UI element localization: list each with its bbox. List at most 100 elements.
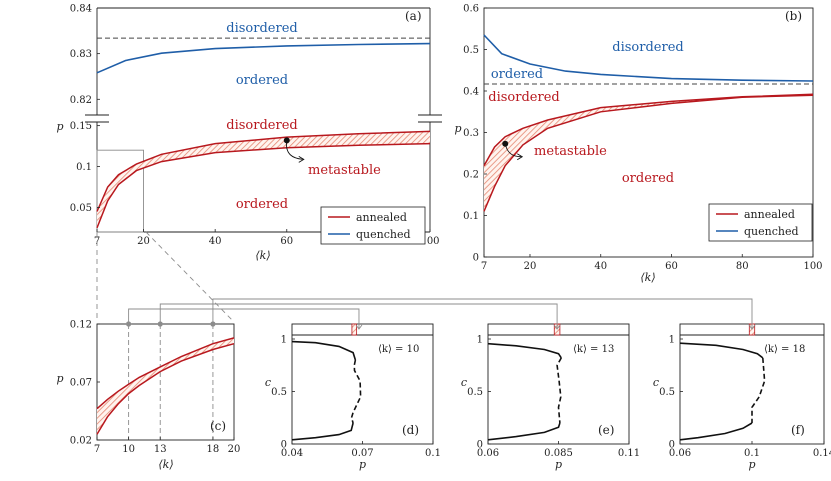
panel-b: 7 20 40 60 80 100 0 0.1 0.2 0.3 0.4 0.5 0.6 ⟨k⟩ p: [454, 4, 822, 285]
panel-f-xtick-label: 0.14: [813, 448, 831, 459]
panel-a-ytick-label: 0.83: [70, 49, 92, 60]
panel-b-quenched-line: [483, 34, 814, 82]
panel-b-metastable-arrowhead: [516, 153, 524, 161]
panel-d-stable-upper-branch: [291, 340, 357, 361]
panel-d-xtick-label: 0.1: [425, 448, 441, 459]
panel-d-ytick-label: 1: [281, 335, 287, 346]
legend-a-annealed-label: annealed: [356, 211, 407, 224]
panel-f-stable-upper-branch: [679, 342, 764, 359]
region-b-disordered-lower: disordered: [488, 90, 559, 105]
panel-a-xtick-label: 60: [280, 236, 293, 247]
panel-d-unstable-branch: [350, 359, 362, 424]
panel-d-stable-lower-branch: [291, 422, 354, 441]
panel-b-xtick-label: 80: [736, 261, 749, 272]
panel-c-ylabel: p: [56, 372, 63, 385]
panel-f-marker-arrowhead: [748, 324, 756, 330]
panel-f-label: (f): [791, 423, 805, 437]
panel-e-label: (e): [598, 423, 614, 437]
panel-a-xlabel: ⟨k⟩: [255, 249, 270, 262]
panel-d-annealed-band: [351, 323, 358, 336]
legend-b-annealed-label: annealed: [744, 208, 795, 221]
panel-a-ylabel: p: [56, 120, 63, 133]
panel-f-xlabel: p: [748, 458, 755, 471]
panel-e-unstable-branch: [556, 357, 562, 424]
panel-c-annealed-lower-line: [96, 342, 235, 435]
panel-e-ytick-label: 1: [477, 335, 483, 346]
panel-c-label: (c): [210, 419, 226, 433]
panel-d-ylabel: c: [265, 376, 271, 389]
region-a-disordered-upper: disordered: [226, 21, 297, 36]
panel-e-ylabel: c: [461, 376, 467, 389]
panel-a-xtick-label: 100: [420, 236, 439, 247]
panel-c-xtick-label: 13: [154, 444, 167, 455]
panel-c-xtick-label: 7: [94, 444, 100, 455]
zoom-connector-right: [145, 231, 235, 323]
region-a-ordered-upper: ordered: [236, 73, 288, 88]
panel-d-xtick-label: 0.04: [281, 448, 303, 459]
panel-e-stable-upper-branch: [487, 342, 562, 359]
region-a-ordered-lower: ordered: [236, 197, 288, 212]
region-b-ordered-lower: ordered: [622, 171, 674, 186]
panel-e-ytick-label: 0: [477, 440, 483, 451]
panel-a-metastable-arrowhead: [298, 155, 305, 163]
panel-f-ytick-label: 1: [669, 335, 675, 346]
panel-e-xtick-label: 0.06: [477, 448, 499, 459]
panel-e: 0.06 0.085 0.11 0 0.5 1 p c: [461, 323, 640, 471]
panel-c-xlabel: ⟨k⟩: [158, 458, 173, 471]
panel-e-k-label: ⟨k⟩ = 13: [573, 344, 614, 355]
panel-a-annealed-upper-line: [96, 130, 431, 212]
panel-d-label: (d): [402, 423, 419, 437]
panel-d-xlabel: p: [359, 458, 366, 471]
panel-f-xtick-label: 0.1: [744, 448, 760, 459]
panel-b-ytick-label: 0.1: [463, 211, 479, 222]
panel-f-stable-lower-branch: [679, 422, 753, 441]
legend-b: annealed quenched: [708, 203, 813, 242]
panel-a-annealed-band: [97, 131, 430, 228]
panel-f-ylabel: c: [653, 376, 659, 389]
panel-e-stable-lower-branch: [487, 422, 561, 441]
link-line-k-13: [159, 303, 558, 328]
panel-b-ytick-label: 0.2: [463, 170, 479, 181]
panel-e-marker-arrowhead: [553, 324, 561, 330]
panel-f-xtick-label: 0.06: [669, 448, 691, 459]
link-line-k-18: [212, 298, 753, 328]
panel-a-xtick-label: 40: [209, 236, 222, 247]
panel-a-label: (a): [405, 9, 422, 23]
panel-f-unstable-branch: [751, 357, 766, 423]
panel-a-metastable-arrow: [286, 140, 303, 160]
panel-e-ytick-label: 0.5: [467, 387, 483, 398]
legend-b-quenched-label: quenched: [744, 225, 799, 238]
panel-c-xtick-label: 20: [228, 444, 241, 455]
legend-a-box: [320, 206, 426, 245]
panel-d-xtick-label: 0.07: [351, 448, 373, 459]
legend-a-quenched-label: quenched: [356, 228, 411, 241]
panel-a-annealed-lower-line: [96, 142, 431, 229]
panel-b-xlabel: ⟨k⟩: [640, 271, 655, 284]
panel-f-k-label: ⟨k⟩ = 18: [764, 344, 805, 355]
panel-a-ytick-label: 0.82: [70, 95, 92, 106]
panel-a-quenched-line: [96, 42, 431, 74]
panel-b-ytick-label: 0.5: [463, 45, 479, 56]
panel-b-xtick-label: 60: [665, 261, 678, 272]
panel-d: 0.04 0.07 0.1 0 0.5 1 p c: [265, 323, 441, 471]
panel-f-ytick-label: 0: [669, 440, 675, 451]
panel-e-xlabel: p: [555, 458, 562, 471]
region-a-metastable: metastable: [308, 163, 381, 178]
panel-e-xtick-label: 0.085: [544, 448, 573, 459]
panel-b-ylabel: p: [454, 122, 461, 135]
panel-a-ytick-label: 0.15: [70, 121, 92, 132]
panel-c-annealed-upper-line: [96, 337, 235, 410]
panel-b-annealed-upper-line: [483, 93, 814, 167]
region-b-disordered-upper: disordered: [612, 40, 683, 55]
panel-b-xtick-label: 40: [594, 261, 607, 272]
panel-a-ytick-label: 0.1: [76, 162, 92, 173]
panel-d-ytick-label: 0: [281, 440, 287, 451]
panel-b-ytick-label: 0: [473, 253, 479, 264]
region-a-disordered-lower: disordered: [226, 118, 297, 133]
panel-b-metastable-arrow: [504, 143, 522, 158]
legend-b-box: [708, 203, 813, 242]
panel-c-ytick-label: 0.02: [70, 436, 92, 447]
connectors: [96, 231, 753, 328]
panel-c: 7 10 13 18 20 0.02 0.07 0.12 ⟨k⟩ p: [56, 320, 240, 472]
